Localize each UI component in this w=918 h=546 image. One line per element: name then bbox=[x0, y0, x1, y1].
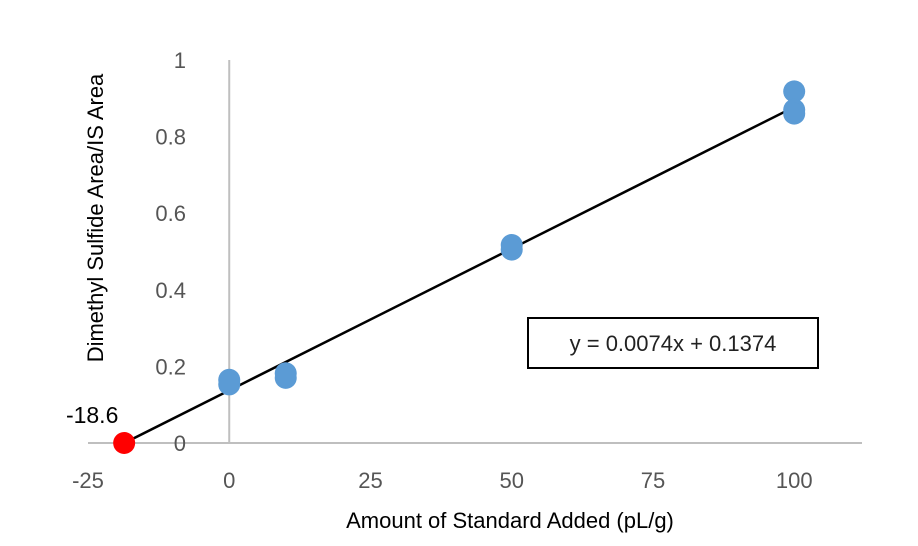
data-point bbox=[500, 238, 523, 261]
equation-label: y = 0.0074x + 0.1374 bbox=[570, 331, 777, 356]
y-tick-label: 0.8 bbox=[155, 125, 186, 150]
equation-box-frame bbox=[527, 317, 819, 369]
x-tick-label: 0 bbox=[223, 468, 235, 493]
data-point bbox=[218, 373, 241, 396]
y-axis-title: Dimethyl Sulfide Area/IS Area bbox=[83, 73, 108, 362]
y-tick-label: 1 bbox=[174, 48, 186, 73]
x-intercept-label: -18.6 bbox=[66, 402, 118, 428]
y-tick-label: 0.4 bbox=[155, 278, 186, 303]
x-tick-label: -25 bbox=[72, 468, 104, 493]
x-tick-label: 100 bbox=[776, 468, 813, 493]
trendline-equation-box: y = 0.0074x + 0.1374 bbox=[527, 317, 819, 369]
x-intercept-point bbox=[113, 432, 136, 454]
x-tick-label: 50 bbox=[499, 468, 523, 493]
data-point bbox=[783, 80, 806, 103]
data-points bbox=[218, 80, 806, 396]
y-tick-label: 0 bbox=[174, 431, 186, 456]
x-axis-title: Amount of Standard Added (pL/g) bbox=[346, 508, 674, 533]
x-tick-labels: -25 0 25 50 75 100 bbox=[72, 468, 812, 493]
y-tick-label: 0.2 bbox=[155, 354, 186, 379]
y-tick-label: 0.6 bbox=[155, 201, 186, 226]
x-tick-label: 25 bbox=[358, 468, 382, 493]
y-tick-labels: 0 0.2 0.4 0.6 0.8 1 bbox=[155, 48, 186, 456]
x-intercept-group: -18.6 bbox=[66, 402, 136, 454]
x-tick-label: 75 bbox=[641, 468, 665, 493]
data-point bbox=[783, 102, 806, 125]
data-point bbox=[274, 366, 297, 389]
